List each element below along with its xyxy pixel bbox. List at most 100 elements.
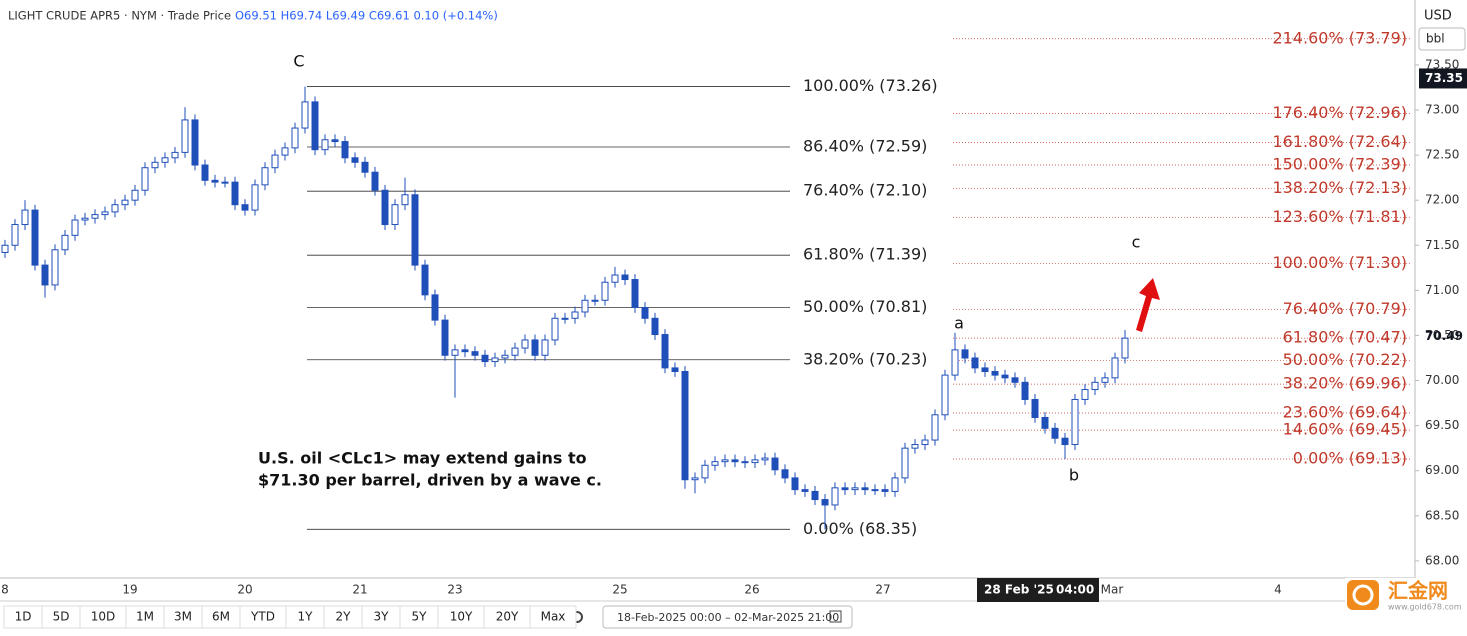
date-range-box[interactable] — [602, 605, 853, 629]
range-label[interactable]: 10D — [91, 610, 116, 624]
range-label[interactable]: 3Y — [374, 610, 390, 624]
logo-name: 汇金网 — [1388, 579, 1448, 603]
currency[interactable]: USD — [1424, 9, 1452, 24]
ohlc: O69.51 H69.74 L69.49 C69.61 0.10 (+0.14%… — [235, 9, 498, 23]
candle-body — [801, 489, 809, 492]
fib-label: 76.40% (72.10) — [803, 181, 927, 200]
candle-body — [451, 349, 459, 356]
arrow — [1136, 278, 1160, 332]
candle-body — [581, 299, 589, 313]
candle-body — [291, 127, 299, 149]
logo-url: www.gold678.com — [1388, 603, 1462, 612]
candle-body — [121, 199, 129, 206]
range-label[interactable]: 1D — [15, 610, 32, 624]
unit[interactable]: bbl — [1426, 32, 1445, 46]
x-tick-label: 8 — [1, 583, 9, 597]
range-label[interactable]: 6M — [212, 610, 230, 624]
candle-body — [701, 464, 709, 479]
fib-label: 123.60% (71.81) — [1272, 207, 1407, 226]
range-button[interactable] — [529, 605, 577, 629]
candle-body — [81, 217, 89, 221]
logo-ring — [1352, 584, 1374, 606]
candle-body — [281, 147, 289, 156]
range-label[interactable]: 2Y — [336, 610, 352, 624]
candle-body — [441, 319, 449, 356]
crosshair-label — [977, 578, 1099, 602]
range-label[interactable]: Max — [541, 610, 566, 624]
candle-body — [921, 439, 929, 446]
candle-body — [91, 214, 99, 219]
y-tick-label: 70.50 — [1425, 328, 1459, 342]
candle-body — [841, 487, 849, 491]
y-tick-label: 71.00 — [1425, 283, 1459, 297]
range-label[interactable]: 5D — [53, 610, 70, 624]
candle-body — [1091, 381, 1099, 391]
candle-body — [241, 204, 249, 211]
candle-body — [1051, 427, 1059, 439]
y-tick-label: 73.00 — [1425, 103, 1459, 117]
candle-body — [211, 179, 219, 183]
candle-body — [1031, 398, 1039, 418]
candle-body — [411, 194, 419, 266]
candle-body — [51, 249, 59, 286]
candle-body — [571, 311, 579, 319]
candle-body — [711, 461, 719, 466]
calendar-icon[interactable] — [829, 610, 842, 623]
fib-label: 14.60% (69.45) — [1283, 420, 1407, 439]
candle-body — [131, 189, 139, 201]
range-label[interactable]: 3M — [174, 610, 192, 624]
candle-body — [611, 274, 619, 283]
candle-body — [61, 234, 69, 251]
candle-body — [981, 367, 989, 373]
candle-body — [71, 219, 79, 236]
range-label[interactable]: YTD — [250, 610, 275, 624]
range-label[interactable]: 10Y — [450, 610, 473, 624]
candle-body — [31, 209, 39, 266]
x-tick-label: 26 — [744, 583, 759, 597]
crosshair-date: 28 Feb '25 — [984, 583, 1054, 597]
candle-body — [641, 306, 649, 319]
fib-label: 50.00% (70.22) — [1283, 350, 1407, 369]
candle-body — [1011, 377, 1019, 383]
candle-body — [371, 171, 379, 191]
candle-body — [1071, 398, 1079, 446]
candle-body — [971, 357, 979, 369]
candle-body — [171, 151, 179, 159]
candle-body — [101, 211, 109, 216]
fib-label: 38.20% (69.96) — [1283, 374, 1407, 393]
x-tick-label: 4 — [1274, 583, 1282, 597]
range-label[interactable]: 1M — [136, 610, 154, 624]
candle-body — [651, 317, 659, 336]
candle-body — [261, 167, 269, 186]
y-tick-label: 69.00 — [1425, 463, 1459, 477]
fib-label: 150.00% (72.39) — [1272, 155, 1407, 174]
range-label[interactable]: 1Y — [298, 610, 314, 624]
unit-box[interactable] — [1418, 27, 1466, 51]
date-range[interactable]: 18-Feb-2025 00:00 – 02-Mar-2025 21:00 — [617, 611, 839, 624]
candle-body — [111, 204, 119, 213]
candle-body — [1111, 357, 1119, 379]
candle-body — [601, 281, 609, 301]
range-label[interactable]: 20Y — [496, 610, 519, 624]
candle-body — [771, 457, 779, 471]
x-tick-label: 20 — [237, 583, 252, 597]
candle-body — [501, 354, 509, 359]
candle-body — [631, 279, 639, 308]
fib-label: 61.80% (70.47) — [1283, 328, 1407, 347]
candle-body — [761, 457, 769, 461]
candle-body — [871, 489, 879, 492]
fib-label: 138.20% (72.13) — [1272, 178, 1407, 197]
candle-body — [351, 157, 359, 163]
candle-body — [851, 487, 859, 491]
y-tick-label: 71.50 — [1425, 238, 1459, 252]
candle-body — [231, 181, 239, 206]
fib-label: 176.40% (72.96) — [1272, 103, 1407, 122]
candle-body — [271, 154, 279, 169]
candle-body — [201, 164, 209, 181]
candle-body — [1, 244, 9, 253]
range-label[interactable]: 5Y — [412, 610, 428, 624]
candle-body — [931, 414, 939, 441]
candle-body — [1041, 416, 1049, 429]
candle-body — [1001, 374, 1009, 379]
